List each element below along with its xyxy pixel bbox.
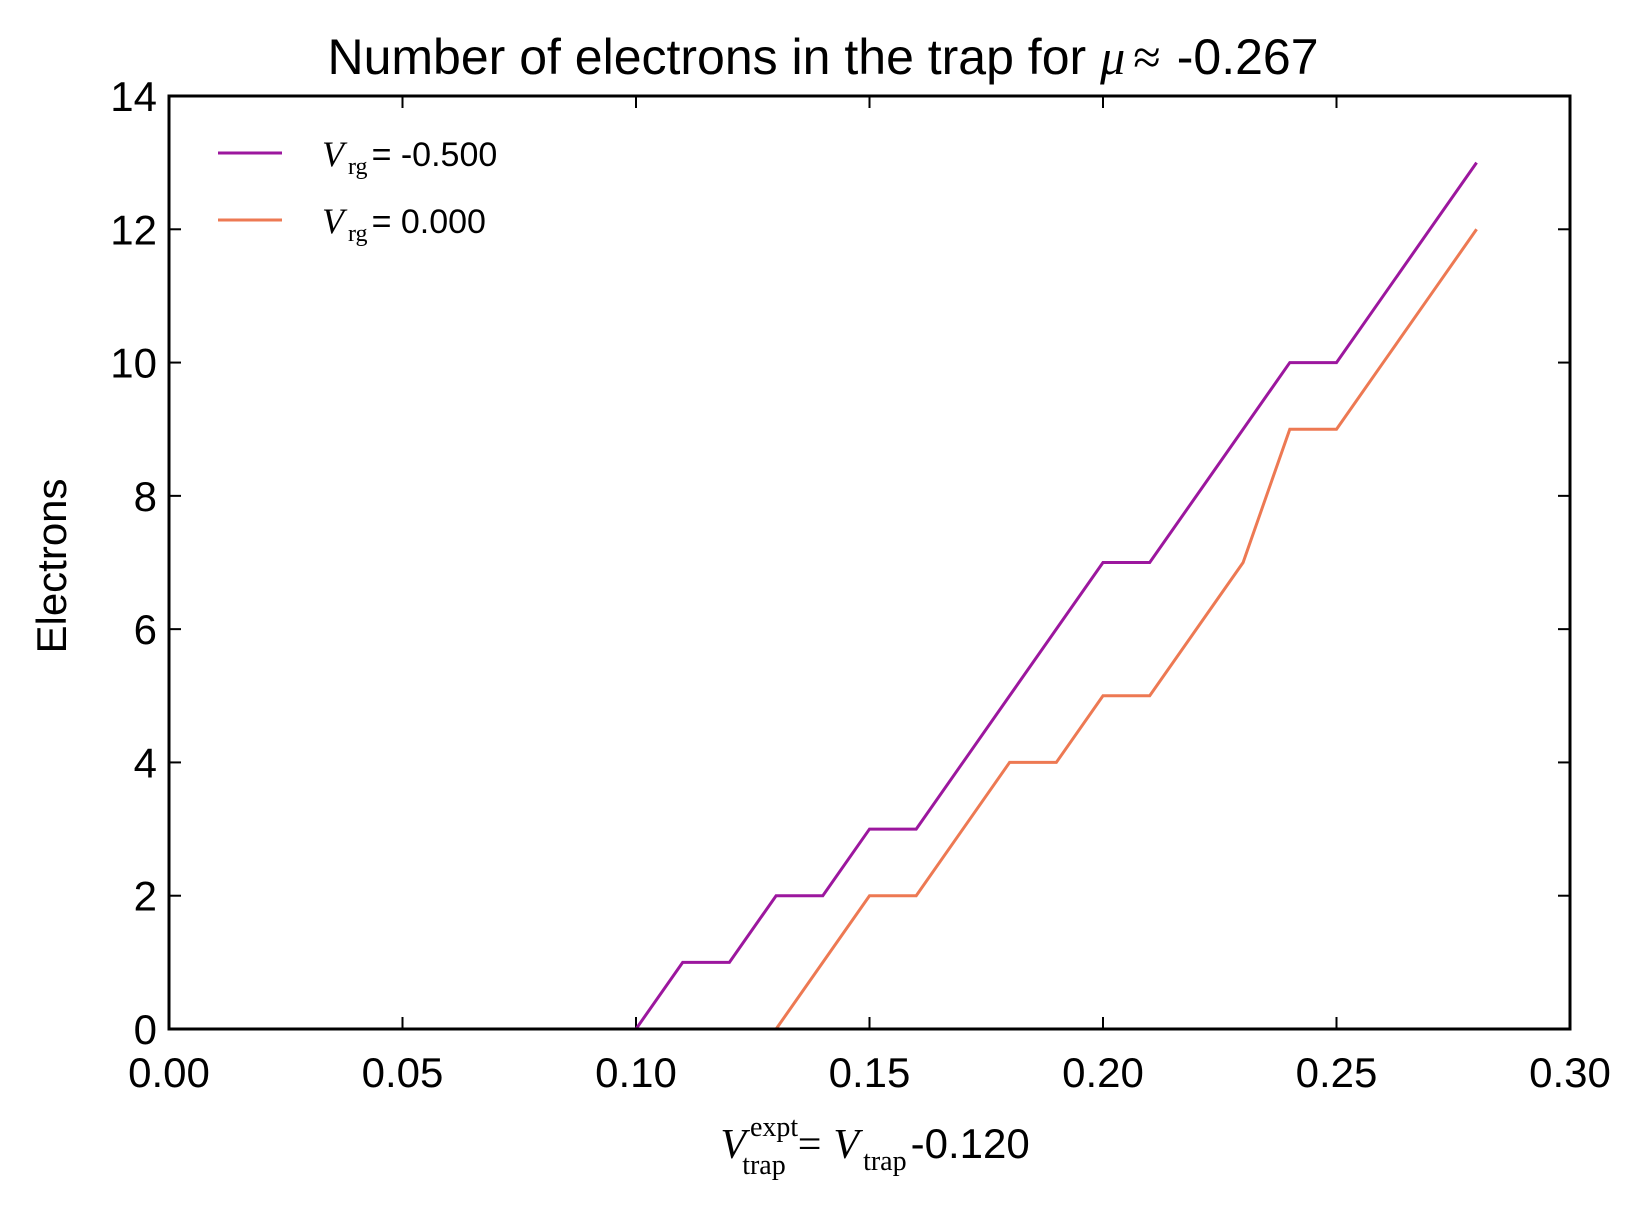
plot-frame bbox=[167, 94, 1572, 1031]
y-tick-label: 2 bbox=[134, 873, 157, 920]
chart-title-value: -0.267 bbox=[1177, 29, 1319, 85]
legend-label-vrg-neg0500: V rg = -0.500 bbox=[322, 134, 497, 180]
y-tick-label: 0 bbox=[134, 1006, 157, 1053]
legend-0-sub: rg bbox=[348, 154, 368, 180]
legend-1-sub: rg bbox=[348, 221, 368, 247]
x-tick-label: 0.05 bbox=[362, 1049, 444, 1096]
x-axis-label: V expt trap = V trap -0.120 bbox=[720, 1112, 1029, 1181]
x-tick-label: 0.20 bbox=[1062, 1049, 1144, 1096]
y-tick-label: 4 bbox=[134, 739, 157, 786]
x-label-equals: = bbox=[798, 1122, 822, 1168]
y-tick-label: 10 bbox=[110, 340, 157, 387]
legend: V rg = -0.500 V rg = 0.000 bbox=[218, 134, 497, 247]
x-label-sub: trap bbox=[742, 1150, 786, 1181]
x-label-v2: V bbox=[833, 1122, 863, 1168]
legend-label-vrg-0000: V rg = 0.000 bbox=[322, 201, 486, 247]
y-tick-label: 12 bbox=[110, 206, 157, 253]
x-tick-label: 0.25 bbox=[1296, 1049, 1378, 1096]
x-label-sup: expt bbox=[750, 1112, 798, 1143]
y-tick-label: 8 bbox=[134, 473, 157, 520]
y-axis-label: Electrons bbox=[28, 478, 75, 653]
chart-title: Number of electrons in the trap for μ ≈ … bbox=[327, 29, 1318, 85]
chart-title-approx: ≈ bbox=[1133, 29, 1160, 85]
x-label-sub2: trap bbox=[863, 1146, 907, 1177]
legend-0-text: = -0.500 bbox=[372, 136, 498, 174]
x-label-value: -0.120 bbox=[911, 1120, 1030, 1167]
legend-1-text: = 0.000 bbox=[372, 203, 486, 241]
series-line-0 bbox=[634, 161, 1478, 1030]
x-tick-label: 0.10 bbox=[595, 1049, 677, 1096]
x-tick-label: 0.15 bbox=[829, 1049, 911, 1096]
y-tick-label: 6 bbox=[134, 606, 157, 653]
x-tick-label: 0.30 bbox=[1529, 1049, 1611, 1096]
chart-title-text: Number of electrons in the trap for bbox=[327, 29, 1086, 85]
series-lines bbox=[634, 161, 1478, 1030]
chart-title-mu: μ bbox=[1099, 29, 1125, 85]
series-line-1 bbox=[774, 228, 1478, 1030]
y-tick-label: 14 bbox=[110, 73, 157, 120]
x-tick-label: 0.00 bbox=[128, 1049, 210, 1096]
axis-tick-labels: 0.00 0.05 0.10 0.15 0.20 0.25 0.30 0 2 4 6 8 10 12 14 bbox=[110, 73, 1611, 1096]
